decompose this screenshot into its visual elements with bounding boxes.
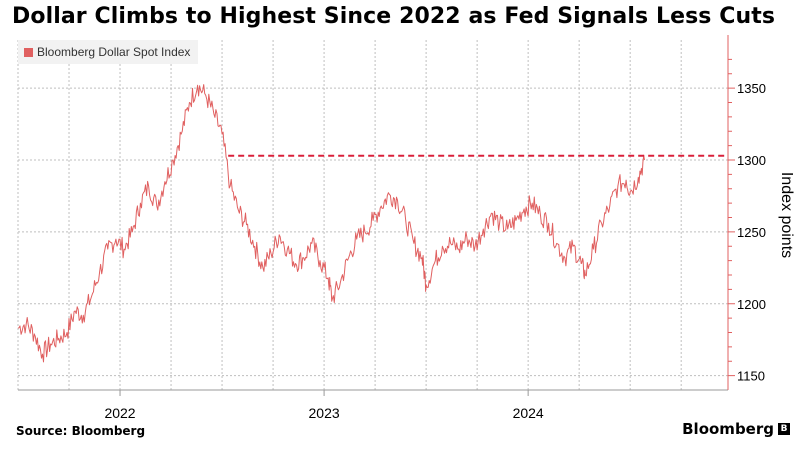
y-tick-label: 1250 <box>737 225 766 240</box>
brand-name: Bloomberg <box>682 420 774 438</box>
y-tick-label: 1150 <box>737 369 765 384</box>
series-group <box>17 84 645 363</box>
legend-label: Bloomberg Dollar Spot Index <box>37 45 191 59</box>
legend: Bloomberg Dollar Spot Index <box>18 40 199 64</box>
x-tick-label: 2023 <box>309 405 340 421</box>
chart-title: Dollar Climbs to Highest Since 2022 as F… <box>12 4 776 29</box>
legend-swatch <box>24 47 33 57</box>
y-tick-label: 1200 <box>737 297 766 312</box>
series-line <box>17 84 645 363</box>
x-gridlines <box>17 40 682 390</box>
x-tick-label: 2024 <box>513 405 544 421</box>
brand-logo: Bloomberg B <box>682 420 790 438</box>
source-label: Source: Bloomberg <box>16 424 146 438</box>
x-tick-label: 2022 <box>104 405 135 421</box>
y-axis-label: Index points <box>778 172 795 258</box>
y-tick-label: 1300 <box>737 153 766 168</box>
y-gridlines <box>18 87 728 377</box>
y-tick-label: 1350 <box>737 81 766 96</box>
brand-mark-icon: B <box>778 423 790 435</box>
axis-group: 1150 1200 1250 1300 1350 2022 2023 2024 <box>18 35 766 421</box>
